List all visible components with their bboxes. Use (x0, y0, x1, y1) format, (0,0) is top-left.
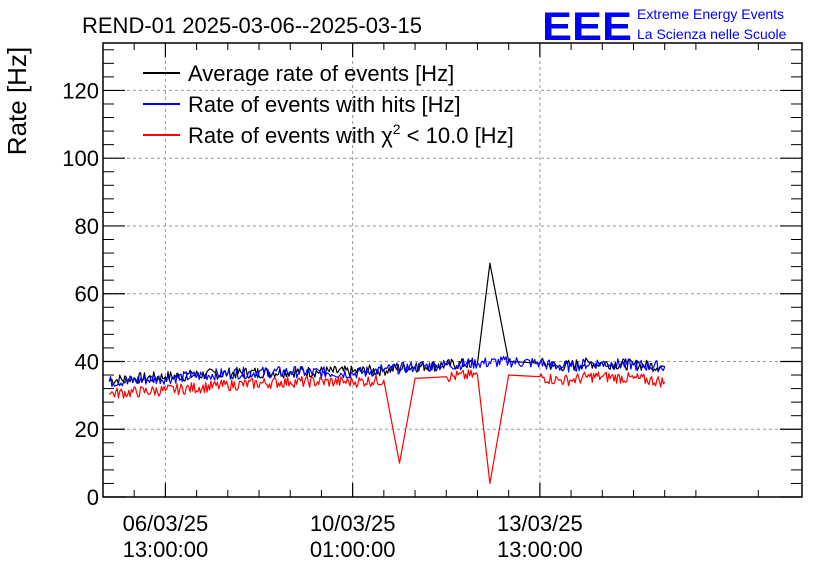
axis-ticks: 02040608010012006/03/2513:00:0010/03/250… (62, 43, 802, 562)
axes (102, 42, 803, 498)
logo-line1: Extreme Energy Events (637, 6, 784, 22)
x-tick-label-date: 13/03/25 (497, 511, 583, 536)
legend: Average rate of events [Hz] Rate of event… (143, 61, 514, 148)
series-line-2 (109, 369, 666, 484)
y-tick-label: 40 (75, 349, 99, 374)
x-tick-label-time: 13:00:00 (497, 537, 583, 562)
x-tick-label-time: 01:00:00 (310, 537, 396, 562)
y-axis-label: Rate [Hz] (2, 47, 32, 155)
y-tick-label: 60 (75, 282, 99, 307)
y-tick-label: 100 (62, 146, 99, 171)
logo-mark: EEE (542, 5, 632, 49)
series-line-0 (109, 262, 665, 385)
logo-line2: La Scienza nelle Scuole (637, 26, 787, 42)
plot-frame (102, 42, 803, 498)
y-tick-label: 80 (75, 214, 99, 239)
x-tick-label-time: 13:00:00 (123, 537, 209, 562)
y-tick-label: 0 (87, 485, 99, 510)
x-tick-label-date: 10/03/25 (310, 511, 396, 536)
legend-label: Rate of events with hits [Hz] (188, 92, 461, 117)
chart-title: REND-01 2025-03-06--2025-03-15 (82, 13, 422, 38)
data-series (108, 262, 666, 484)
legend-label: Average rate of events [Hz] (188, 61, 454, 86)
logo: EEE Extreme Energy Events La Scienza nel… (542, 5, 787, 49)
legend-label: Rate of events with χ2 < 10.0 [Hz] (188, 121, 514, 148)
series-line-1 (108, 355, 666, 387)
x-tick-label-date: 06/03/25 (123, 511, 209, 536)
y-tick-label: 20 (75, 417, 99, 442)
y-tick-label: 120 (62, 78, 99, 103)
